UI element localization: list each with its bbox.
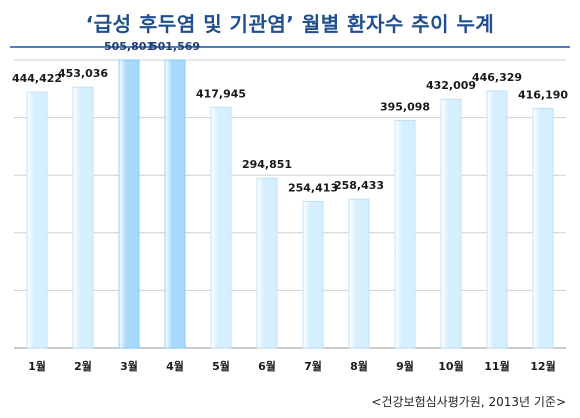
data-label: 294,851 bbox=[242, 158, 292, 171]
bar bbox=[118, 59, 140, 349]
bar bbox=[348, 198, 370, 349]
x-tick-label: 8월 bbox=[350, 359, 368, 373]
data-label: 444,422 bbox=[12, 72, 62, 85]
bar bbox=[532, 107, 554, 349]
x-tick-label: 2월 bbox=[74, 359, 92, 373]
source-note: <건강보험심사평가원, 2013년 기준> bbox=[371, 395, 566, 409]
bar bbox=[210, 106, 232, 349]
data-label: 505,801 bbox=[104, 40, 154, 53]
data-label: 501,569 bbox=[150, 40, 200, 53]
bar bbox=[72, 86, 94, 349]
bar bbox=[256, 177, 278, 349]
x-tick-label: 10월 bbox=[438, 359, 463, 373]
data-label: 432,009 bbox=[426, 79, 476, 92]
data-label: 446,329 bbox=[472, 71, 522, 84]
bar bbox=[440, 98, 462, 349]
bar bbox=[26, 91, 48, 349]
bar bbox=[486, 90, 508, 349]
x-tick-label: 9월 bbox=[396, 359, 414, 373]
bar bbox=[394, 120, 416, 349]
x-tick-label: 12월 bbox=[530, 359, 555, 373]
data-label: 395,098 bbox=[380, 100, 430, 113]
data-label: 416,190 bbox=[518, 88, 568, 101]
x-tick-label: 7월 bbox=[304, 359, 322, 373]
data-label: 417,945 bbox=[196, 87, 246, 100]
x-tick-label: 3월 bbox=[120, 359, 138, 373]
bar bbox=[302, 201, 324, 349]
x-tick-label: 6월 bbox=[258, 359, 276, 373]
x-tick-label: 11월 bbox=[484, 359, 509, 373]
data-label: 254,413 bbox=[288, 181, 338, 194]
data-label: 453,036 bbox=[58, 67, 108, 80]
x-tick-label: 1월 bbox=[28, 359, 46, 373]
bar bbox=[164, 59, 186, 349]
chart-title: ‘급성 후두염 및 기관염’ 월별 환자수 추이 누계 bbox=[85, 12, 495, 36]
x-tick-label: 4월 bbox=[166, 359, 184, 373]
data-label: 258,433 bbox=[334, 179, 384, 192]
title-underline bbox=[10, 46, 570, 48]
x-tick-label: 5월 bbox=[212, 359, 230, 373]
